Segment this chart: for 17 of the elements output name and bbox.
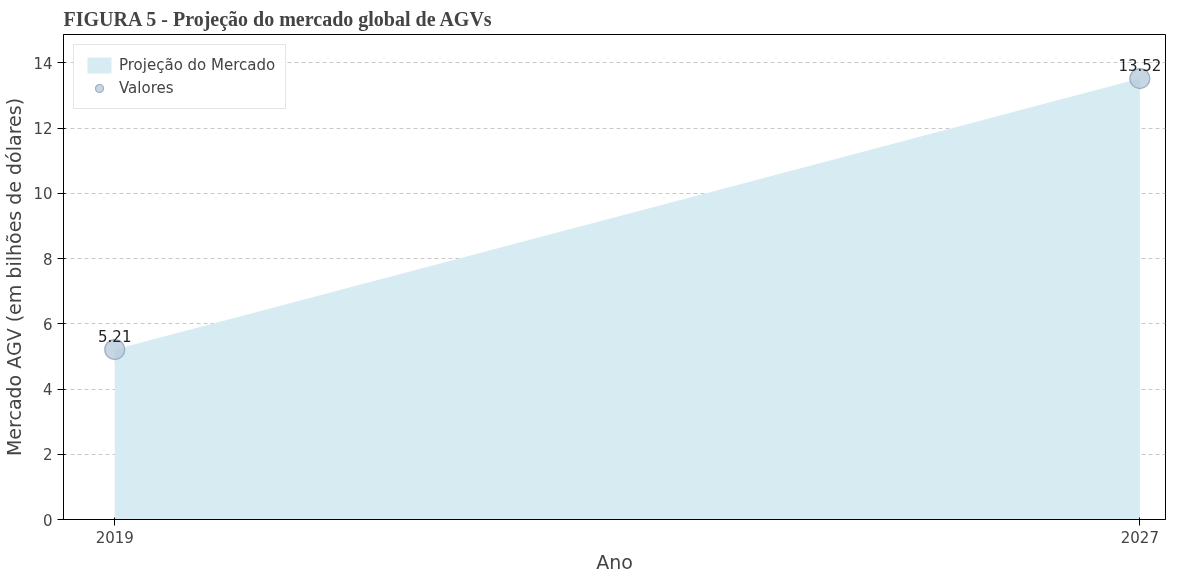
chart-title: FIGURA 5 - Projeção do mercado global de AGVs <box>63 7 492 31</box>
y-tick-label: 12 <box>33 120 53 139</box>
data-label: 13.52 <box>1118 56 1162 75</box>
y-axis-title: Mercado AGV (em bilhões de dólares) <box>3 97 26 457</box>
y-tick-label: 8 <box>42 250 53 269</box>
y-tick-label: 4 <box>42 381 53 400</box>
x-tick-label: 2019 <box>95 528 134 547</box>
y-tick-label: 10 <box>33 185 53 204</box>
legend-label: Valores <box>119 79 174 97</box>
x-tick-label: 2027 <box>1120 528 1159 547</box>
y-tick-label: 6 <box>42 315 53 334</box>
y-tick-label: 2 <box>42 446 53 465</box>
data-label: 5.21 <box>98 327 132 346</box>
y-tick-label: 0 <box>42 511 53 530</box>
y-tick-label: 14 <box>33 54 53 73</box>
x-axis-title: Ano <box>596 550 633 573</box>
legend-label: Projeção do Mercado <box>119 56 276 74</box>
